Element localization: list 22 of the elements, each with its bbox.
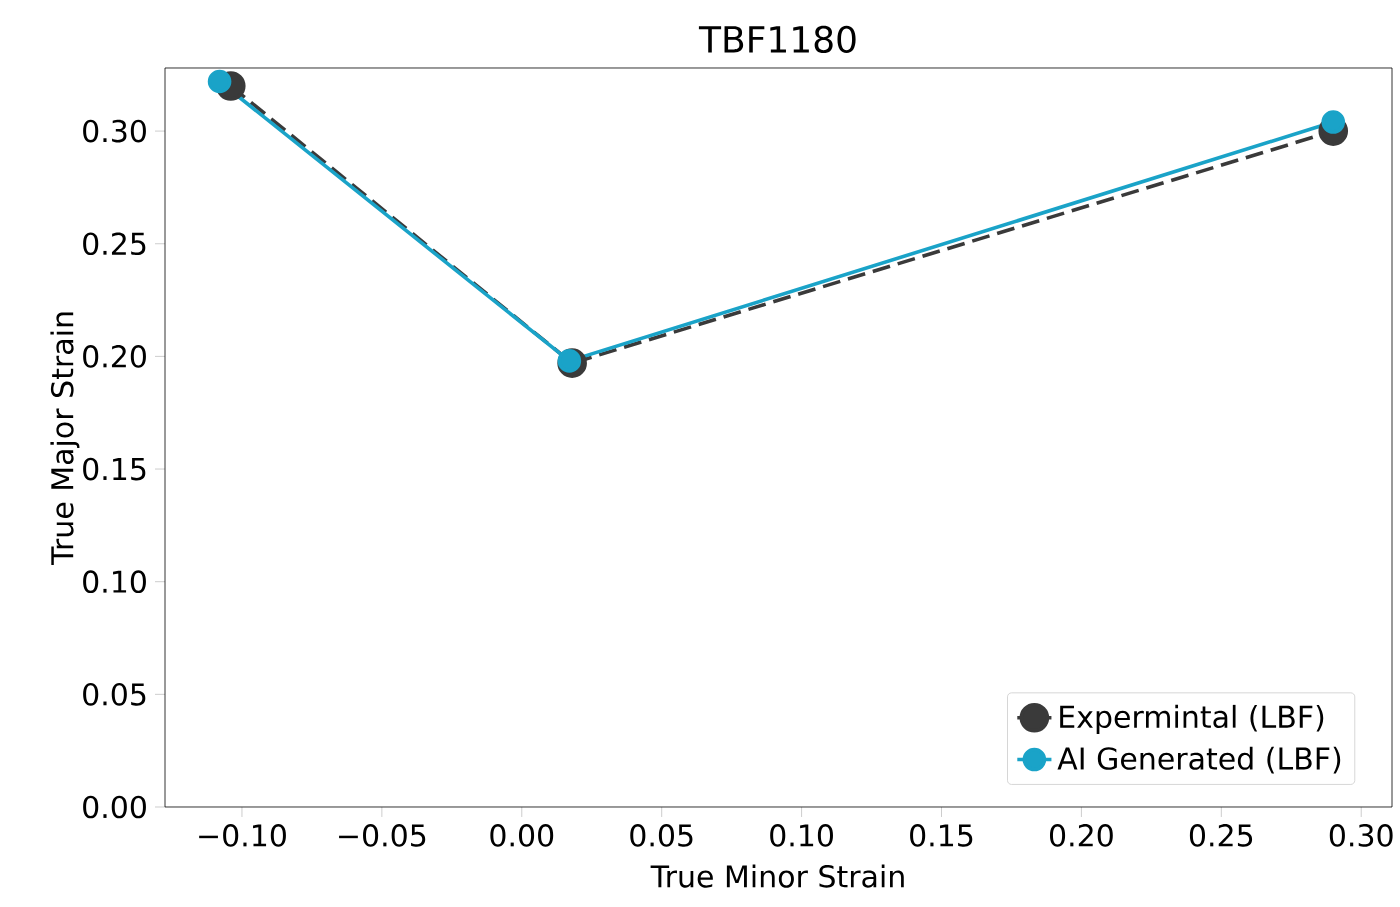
y-tick-label: 0.10: [83, 570, 146, 594]
point: [1321, 110, 1346, 134]
x-tick-label: 0.25: [1189, 824, 1253, 847]
x-tick-label: 0.30: [1329, 824, 1393, 847]
y-tick-label: 0.20: [83, 345, 146, 368]
x-tick-label: 0.00: [490, 824, 554, 847]
y-tick-label: 0.15: [83, 457, 146, 481]
y-tick-label: 0.25: [83, 232, 146, 256]
x-tick-label: 0.20: [1049, 824, 1113, 847]
legend-label: AI Generated (LBF): [1057, 746, 1341, 774]
x-tick-label: 0.05: [630, 824, 693, 847]
chart-title: TBF1180: [698, 25, 856, 53]
x-tick-label: −0.05: [339, 824, 426, 847]
y-tick-label: 0.00: [83, 795, 146, 819]
legend-label: Expermintal (LBF): [1060, 704, 1324, 734]
x-tick-label: 0.15: [910, 824, 973, 847]
x-tick-label: −0.10: [199, 824, 286, 847]
x-tick-label: 0.10: [770, 824, 833, 847]
y-tick-label: 0.30: [83, 119, 146, 143]
y-axis-title: True Major Strain: [50, 312, 80, 566]
x-axis-title: True Minor Strain: [650, 864, 904, 888]
y-tick-label: 0.05: [83, 683, 146, 706]
